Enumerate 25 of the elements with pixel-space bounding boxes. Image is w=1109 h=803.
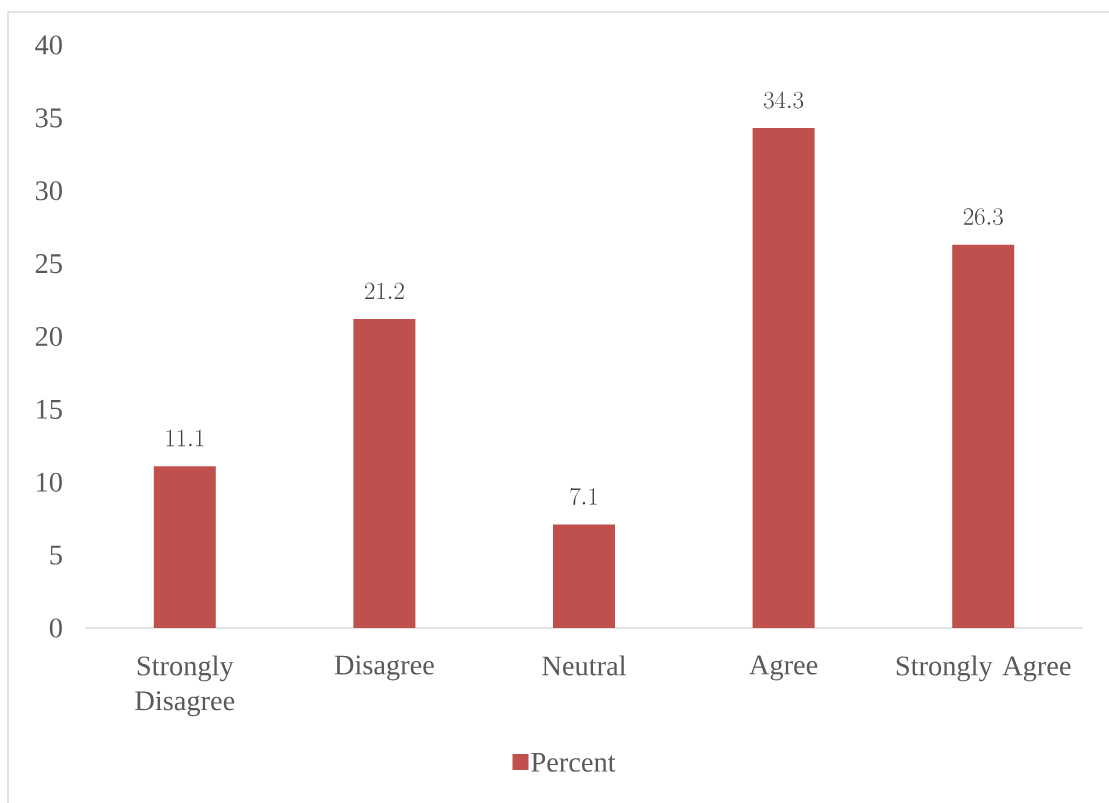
bar [752,128,815,628]
data-label: 7. 1 [570,487,597,505]
x-tick-label: Disagree [334,655,434,681]
data-label: 26.3 [963,208,1003,226]
data-label: 34.3 [764,91,804,109]
y-tick-label: 10 [37,472,62,492]
y-tick-label: 0 [49,618,62,638]
y-tick-label: 5 [50,545,62,565]
y-tick-label: 25 [35,254,62,274]
y-tick-label: 40 [35,35,62,55]
bar [553,524,616,628]
bar [952,244,1015,628]
bar [353,319,416,628]
x-tick-label: Neutral [542,655,627,676]
y-tick-label: 20 [35,326,62,347]
y-tick-label: 35 [35,108,62,128]
data-label: 11 . 1 [166,429,204,447]
y-tick-label: 15 [37,399,62,419]
x-tick-label: Strongly Disagree [135,655,235,717]
y-tick-label: 30 [35,181,62,201]
bar [153,466,216,628]
x-tick-label: Strongly Agree [896,655,1071,682]
data-label: 21 .2 [365,282,404,300]
legend-label: Percent [531,752,616,772]
x-tick-label: Agree [749,655,818,681]
